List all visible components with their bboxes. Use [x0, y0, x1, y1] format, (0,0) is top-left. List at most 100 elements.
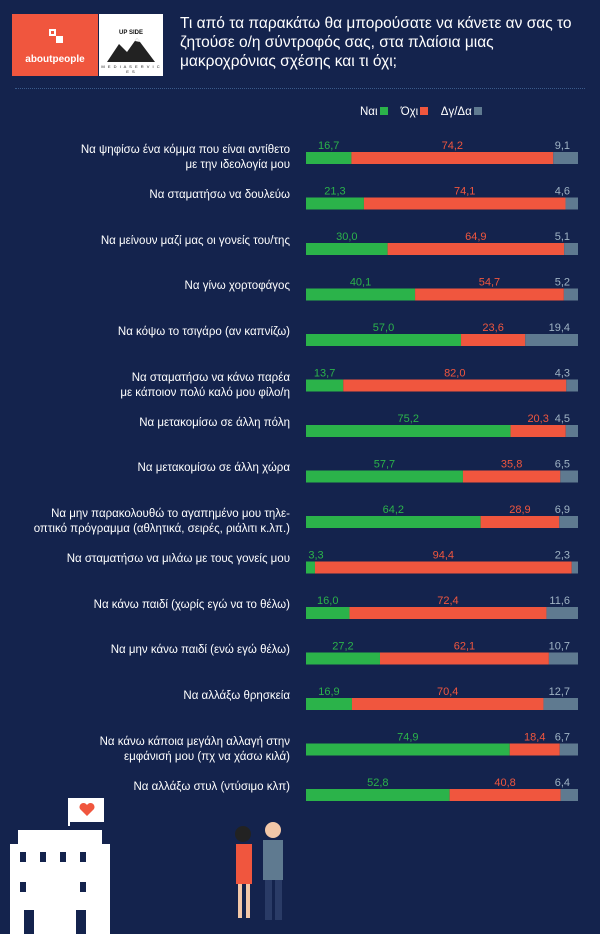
bar-segment-no	[480, 516, 560, 528]
legend-yes-label: Ναι	[360, 106, 378, 118]
bar-segment-no	[415, 288, 564, 301]
bar-segment-yes	[306, 334, 462, 346]
category-label-line: με κάποιον πολύ καλό μου φίλο/η	[120, 386, 290, 399]
legend: Ναι Όχι Δγ/Δα	[360, 106, 492, 118]
mountain-icon	[107, 38, 155, 62]
bar-segment-no	[351, 698, 544, 710]
value-label-no: 74,1	[454, 186, 475, 198]
value-label-yes: 74,9	[397, 732, 418, 744]
category-label: Να κόψω το τσιγάρο (αν καπνίζω)	[0, 325, 290, 340]
bar-segment-dk	[563, 288, 578, 301]
value-label-no: 23,6	[482, 322, 503, 334]
upside-logo: UP SIDE M E D I A S E R V I C E S	[99, 14, 163, 76]
bar-segment-yes	[306, 698, 352, 710]
bar-segment-yes	[306, 425, 511, 437]
category-label-line: Να μείνουν μαζί μας οι γονείς του/της	[100, 234, 290, 247]
value-label-no: 62,1	[454, 641, 475, 653]
value-label-dk: 19,4	[549, 322, 570, 334]
value-label-dk: 9,1	[555, 140, 570, 152]
value-label-yes: 21,3	[324, 186, 345, 198]
legend-no-label: Όχι	[400, 106, 419, 118]
legend-dk-swatch	[473, 107, 482, 115]
category-label: Να σταματήσω να μιλάω με τους γονείς μου	[0, 552, 290, 567]
bar-segment-no	[379, 652, 549, 665]
bar-segment-no	[363, 197, 566, 210]
category-label-line: Να ψηφίσω ένα κόμμα που είναι αντίθετο	[80, 144, 290, 156]
value-label-no: 94,4	[433, 550, 454, 562]
legend-yes-swatch	[379, 107, 388, 115]
value-label-no: 35,8	[501, 459, 522, 471]
category-label: Να αλλάξω θρησκεία	[0, 689, 290, 704]
value-label-no: 70,4	[437, 686, 458, 698]
category-label: Να ψηφίσω ένα κόμμα που είναι αντίθετο με…	[0, 143, 290, 173]
bar-segment-yes	[306, 379, 344, 392]
value-label-dk: 4,6	[555, 186, 570, 198]
bar-segment-yes	[306, 743, 510, 756]
category-label-line: Να κόψω το τσιγάρο (αν καπνίζω)	[117, 325, 290, 338]
value-label-yes: 75,2	[398, 413, 419, 425]
category-label: Να μείνουν μαζί μας οι γονείς του/της	[0, 234, 290, 249]
bar-segment-dk	[546, 607, 578, 619]
category-label-line: με την ιδεολογία μου	[185, 159, 290, 171]
bar-segment-no	[349, 607, 547, 619]
divider	[15, 88, 585, 89]
bar-segment-yes	[306, 288, 416, 301]
logo-mark-icon	[49, 29, 63, 43]
category-label-line: Να μετακομίσω σε άλλη πόλη	[139, 416, 290, 429]
bar-segment-dk	[553, 152, 578, 164]
bar-segment-yes	[306, 197, 364, 210]
value-label-dk: 4,3	[555, 368, 570, 380]
value-label-yes: 16,9	[318, 686, 339, 698]
upside-title: UP SIDE	[119, 30, 143, 36]
bar-segment-no	[343, 379, 567, 392]
value-label-yes: 52,8	[367, 777, 388, 789]
bar-segment-yes	[306, 243, 388, 255]
category-label-line: Να κάνω παιδί (χωρίς εγώ να το θέλω)	[93, 598, 290, 611]
value-label-dk: 4,5	[555, 413, 570, 425]
chart-title: Τι από τα παρακάτω θα μπορούσατε να κάνε…	[180, 15, 572, 70]
value-label-yes: 3,3	[308, 550, 323, 562]
bar-segment-dk	[566, 379, 578, 392]
category-label-line: Να αλλάξω θρησκεία	[183, 689, 290, 702]
category-label: Να αλλάξω στυλ (ντύσιμο κλπ)	[0, 780, 290, 795]
value-label-dk: 6,4	[555, 777, 570, 789]
category-label-line: Να μην παρακολουθώ το αγαπημένο μου τηλε…	[51, 508, 290, 520]
bar-segment-no	[314, 561, 572, 574]
category-label-line: Να σταματήσω να μιλάω με τους γονείς μου	[66, 553, 290, 565]
value-label-dk: 6,5	[555, 459, 570, 471]
category-label: Να μετακομίσω σε άλλη χώρα	[0, 461, 290, 476]
bar-segment-yes	[306, 607, 350, 619]
heart-icon	[79, 802, 95, 816]
category-label-line: Να σταματήσω να κάνω παρέα	[131, 371, 290, 384]
value-label-no: 28,9	[509, 504, 530, 516]
value-label-no: 20,3	[527, 413, 548, 425]
tower-illustration	[10, 798, 283, 934]
value-label-dk: 10,7	[549, 641, 570, 653]
bar-segment-no	[449, 789, 561, 801]
bar-segment-dk	[560, 470, 578, 483]
value-label-dk: 11,6	[549, 595, 570, 607]
bar-segment-yes	[306, 561, 315, 574]
category-label-line: Να μην κάνω παιδί (ενώ εγώ θέλω)	[110, 644, 290, 656]
category-label-line: εμφάνισή μου (πχ να χάσω κιλά)	[124, 750, 290, 763]
bar-segment-no	[510, 425, 566, 437]
bar-segment-dk	[564, 243, 578, 255]
value-label-no: 18,4	[524, 732, 545, 744]
value-label-yes: 30,0	[336, 231, 357, 243]
value-label-no: 40,8	[494, 777, 515, 789]
couple-icon	[235, 822, 283, 920]
value-label-no: 54,7	[479, 277, 500, 289]
bar-segment-dk	[565, 197, 578, 210]
value-label-dk: 2,3	[555, 550, 570, 562]
value-label-dk: 5,1	[555, 231, 570, 243]
value-label-yes: 13,7	[314, 368, 335, 380]
bar-segment-no	[387, 243, 565, 255]
value-label-yes: 57,7	[374, 459, 395, 471]
category-label: Να μην παρακολουθώ το αγαπημένο μου τηλε…	[0, 507, 290, 537]
category-label: Να μετακομίσω σε άλλη πόλη	[0, 416, 290, 431]
category-label: Να κάνω παιδί (χωρίς εγώ να το θέλω)	[0, 598, 290, 613]
bar-segment-yes	[306, 652, 380, 665]
value-label-dk: 12,7	[549, 686, 570, 698]
bar-segment-dk	[560, 789, 578, 801]
